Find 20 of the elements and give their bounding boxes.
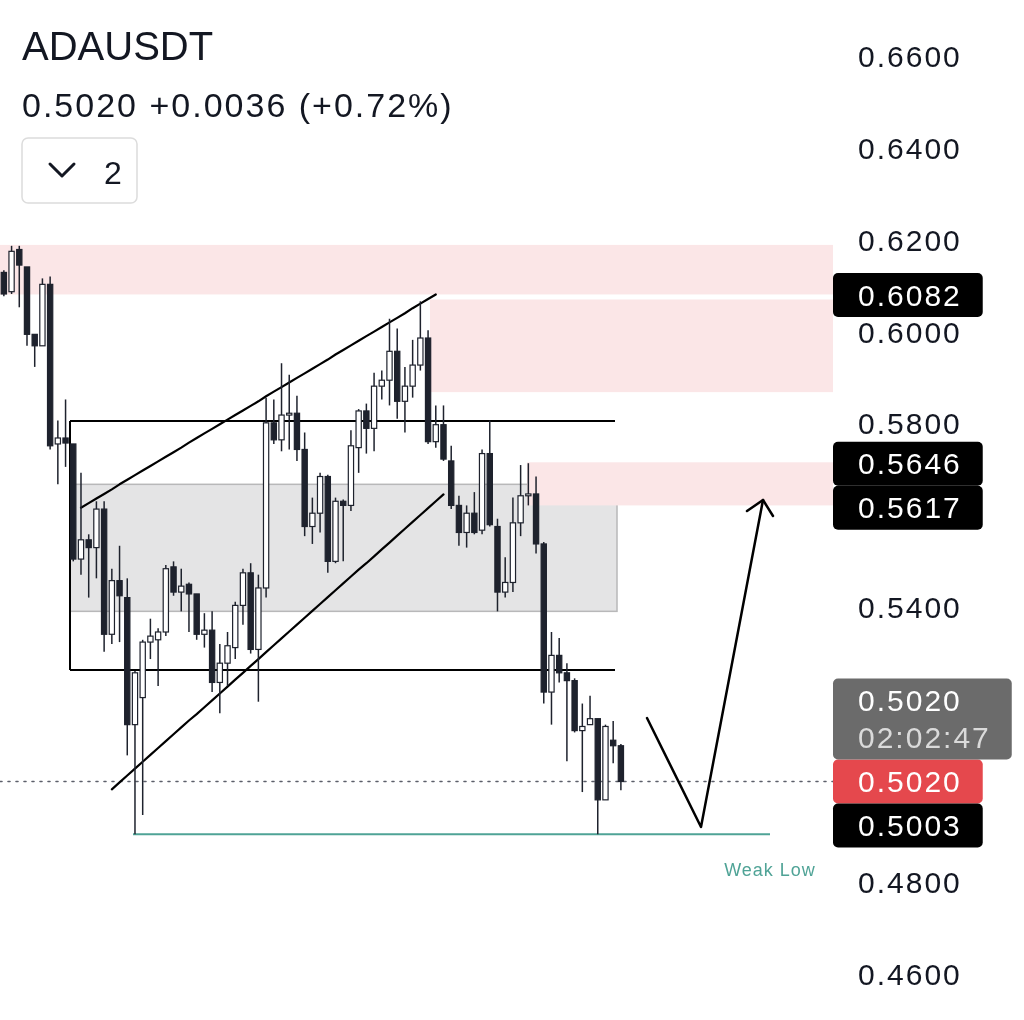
text: 0.5617 [858,491,962,525]
annotation: 2 [104,155,122,191]
text: 02:02:47 [858,721,991,754]
y-tick-label: 0.6600 [858,40,962,74]
text: 0.5003 [858,809,962,842]
y-tick-label: 0.6200 [858,223,962,257]
y-tick-label: 0.5400 [858,590,962,624]
y-tick-label: 0.6400 [858,132,962,166]
text: 0.5646 [858,447,962,481]
ref-line-label: 0.5020 [858,765,962,799]
y-tick-label: 0.4800 [858,865,962,899]
ref-line-label: Weak Low [724,860,816,881]
y-tick-label: 0.5800 [858,407,962,441]
y-tick-label: 0.6000 [858,315,962,349]
text: 0.6082 [858,278,962,312]
dropdown-button: 2 [21,137,138,204]
text: 0.5020 [858,684,962,717]
text: 0.5020 +0.0036 (+0.72%) [22,86,454,124]
y-tick-label: 0.4600 [858,957,962,991]
text: ADAUSDT [22,24,214,68]
